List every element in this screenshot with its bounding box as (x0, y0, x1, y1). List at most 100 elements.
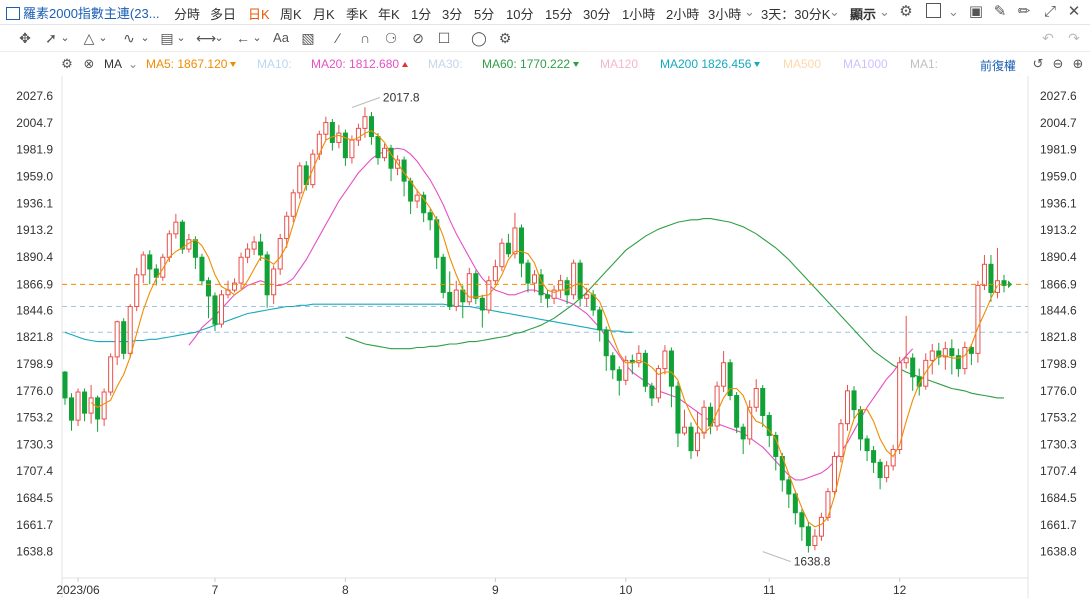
ma30-legend[interactable]: MA30: (428, 57, 463, 71)
gear-icon[interactable]: ⚙ (899, 3, 913, 20)
candle-up[interactable] (88, 397, 94, 414)
candle-up[interactable] (349, 139, 355, 159)
timeframe-daily[interactable]: 日K (248, 7, 270, 22)
ma60-legend[interactable]: MA60: 1770.222 (482, 57, 580, 71)
candle-up[interactable] (336, 132, 342, 143)
candle-up[interactable] (655, 368, 661, 399)
comment-icon[interactable]: ▧ (301, 30, 315, 46)
candle-down[interactable] (877, 461, 883, 479)
magnet-icon[interactable]: ∩ (359, 30, 371, 46)
chevron-down-icon[interactable]: ⌄ (176, 32, 186, 44)
candle-down[interactable] (805, 526, 811, 547)
candle-down[interactable] (649, 385, 655, 399)
candle-down[interactable] (688, 426, 694, 452)
candle-down[interactable] (205, 280, 211, 297)
candle-up[interactable] (531, 274, 538, 284)
chevron-down-icon[interactable]: ⌄ (948, 4, 959, 19)
chevron-down-icon[interactable]: ⌄ (98, 32, 108, 44)
candle-down[interactable] (949, 348, 955, 357)
candle-up[interactable] (492, 266, 498, 282)
undo-icon[interactable]: ↶ (1042, 30, 1054, 46)
close-icon[interactable]: ✕ (1067, 3, 1081, 20)
candle-up[interactable] (975, 284, 981, 354)
candle-down[interactable] (505, 242, 511, 255)
candle-up[interactable] (551, 289, 557, 299)
candle-down[interactable] (192, 239, 198, 258)
candle-down[interactable] (792, 493, 798, 514)
candle-up[interactable] (166, 233, 172, 258)
candle-up[interactable] (558, 280, 564, 291)
candle-down[interactable] (564, 280, 570, 296)
edit-box-icon[interactable]: ✎ (993, 3, 1007, 20)
close-icon[interactable]: ⊗ (83, 56, 95, 71)
candlestick-chart[interactable]: 2027.6 2027.6 2004.7 2004.7 1981.9 1981.9 1959… (0, 76, 1090, 600)
candle-up[interactable] (818, 516, 824, 537)
candle-up[interactable] (884, 465, 890, 479)
candle-up[interactable] (890, 448, 896, 467)
candle-down[interactable] (421, 194, 427, 214)
candle-up[interactable] (903, 357, 909, 364)
ma20-legend[interactable]: MA20: 1812.680 (311, 57, 409, 71)
candle-up[interactable] (284, 215, 290, 240)
chevron-down-icon[interactable]: ⌄ (829, 4, 840, 19)
candle-down[interactable] (936, 350, 942, 358)
ma-selector[interactable]: MA (104, 57, 122, 71)
candle-down[interactable] (342, 132, 348, 159)
chevron-down-icon[interactable]: ⌄ (60, 32, 70, 44)
candle-up[interactable] (694, 432, 701, 452)
candle-down[interactable] (766, 414, 772, 436)
timeframe-3hour[interactable]: 3小時 (708, 7, 742, 22)
candle-down[interactable] (82, 391, 88, 414)
timeframe-1hour[interactable]: 1小時 (622, 7, 656, 22)
ma5-legend[interactable]: MA5: 1867.120 (146, 57, 237, 71)
candle-up[interactable] (245, 248, 251, 258)
reset-icon[interactable]: ↺ (1032, 56, 1044, 71)
candle-up[interactable] (981, 263, 987, 286)
gear-icon[interactable]: ⚙ (61, 56, 73, 71)
candle-down[interactable] (199, 256, 205, 282)
timeframe-2hour[interactable]: 2小時 (666, 7, 700, 22)
candle-up[interactable] (962, 347, 968, 370)
candle-up[interactable] (584, 294, 590, 299)
candle-up[interactable] (466, 273, 472, 303)
candle-down[interactable] (1001, 280, 1007, 286)
timeframe-weekly[interactable]: 周K (280, 7, 302, 22)
candle-up[interactable] (271, 268, 277, 296)
candle-down[interactable] (603, 329, 609, 357)
candle-up[interactable] (623, 359, 629, 381)
timeframe-multiday[interactable]: 多日 (210, 7, 237, 22)
candle-down[interactable] (388, 147, 394, 169)
candle-down[interactable] (147, 254, 153, 270)
candle-up[interactable] (362, 116, 368, 129)
candle-down[interactable] (518, 227, 524, 264)
text-tool-icon[interactable]: Aa (273, 30, 289, 45)
candle-down[interactable] (675, 385, 681, 434)
candle-up[interactable] (812, 535, 818, 547)
timeframe-custom[interactable]: 3天：30分K (761, 7, 831, 22)
candle-up[interactable] (512, 227, 518, 255)
measure-icon[interactable]: ⟷ (196, 30, 217, 46)
candle-down[interactable] (668, 350, 674, 387)
candle-up[interactable] (114, 321, 120, 358)
candle-up[interactable] (173, 221, 179, 235)
ma500-legend[interactable]: MA500 (783, 57, 821, 71)
candle-up[interactable] (929, 350, 935, 361)
timeframe-5min[interactable]: 5分 (474, 7, 495, 22)
candle-up[interactable] (636, 352, 642, 364)
candle-down[interactable] (734, 395, 740, 428)
candle-up[interactable] (753, 388, 759, 408)
candle-down[interactable] (786, 479, 792, 495)
lock-icon[interactable]: ⚆ (384, 30, 398, 46)
link-icon[interactable]: ◯ (471, 30, 487, 46)
candle-up[interactable] (101, 391, 107, 420)
candle-down[interactable] (740, 426, 746, 440)
timeframe-10min[interactable]: 10分 (506, 7, 534, 22)
candle-up[interactable] (381, 147, 388, 159)
candle-down[interactable] (760, 388, 766, 416)
adjust-mode-button[interactable]: 前復權 (980, 59, 1017, 73)
candle-up[interactable] (414, 194, 420, 202)
candle-down[interactable] (851, 390, 857, 411)
candle-down[interactable] (153, 268, 159, 278)
candle-down[interactable] (545, 294, 551, 299)
candle-down[interactable] (577, 262, 583, 299)
